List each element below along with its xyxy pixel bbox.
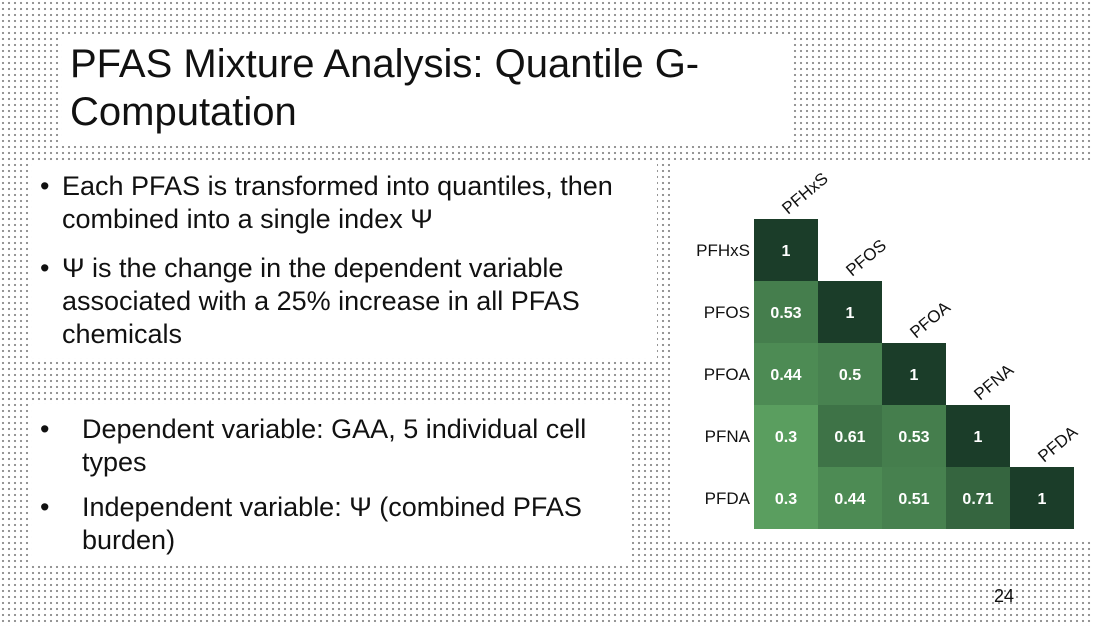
heatmap-column-label: PFHxS: [778, 169, 831, 218]
bullet-dot-icon: •: [40, 171, 50, 201]
heatmap-row-label: PFDA: [705, 489, 751, 508]
heatmap-column-label: PFOS: [842, 236, 890, 280]
bullet-item: • Ψ is the change in the dependent varia…: [40, 252, 650, 351]
heatmap-column-label: PFNA: [970, 360, 1017, 404]
heatmap-row-label: PFHxS: [696, 241, 750, 260]
bullet-item: • Each PFAS is transformed into quantile…: [40, 170, 640, 236]
heatmap-cell-label: 0.44: [770, 367, 801, 384]
heatmap-cell: [818, 467, 882, 529]
heatmap-cell-label: 0.71: [962, 491, 993, 508]
heatmap-cell: [1010, 467, 1074, 529]
heatmap-cell: [882, 405, 946, 467]
page-number: 24: [994, 586, 1015, 606]
heatmap-cell-label: 0.3: [775, 491, 797, 508]
heatmap-cell-label: 1: [782, 243, 791, 260]
heatmap-cell-label: 0.5: [839, 367, 861, 384]
sub-bullet-text: Independent variable: Ψ (combined PFAS b…: [82, 492, 582, 555]
heatmap-cell-label: 1: [974, 429, 983, 446]
heatmap-cell-label: 0.53: [770, 305, 801, 322]
heatmap-cell-label: 0.3: [775, 429, 797, 446]
heatmap-column-label: PFOA: [906, 297, 954, 342]
bullets-background: [32, 162, 657, 358]
heatmap-cell-label: 0.44: [834, 491, 865, 508]
bullet-dot-icon: •: [40, 492, 50, 522]
heatmap-cell: [754, 281, 818, 343]
heatmap-row-label: PFOS: [704, 303, 750, 322]
bullet-dot-icon: •: [40, 253, 50, 283]
bullet-dot-icon: •: [40, 414, 50, 444]
heatmap-cell: [946, 467, 1010, 529]
heatmap-cell-label: 1: [910, 367, 919, 384]
heatmap-cell: [882, 343, 946, 405]
heatmap-cell: [818, 343, 882, 405]
title-background: [62, 34, 792, 146]
heatmap-cell: [818, 405, 882, 467]
slide-title: PFAS Mixture Analysis: Quantile G-Comput…: [70, 42, 700, 134]
bullet-text: Each PFAS is transformed into quantiles,…: [62, 171, 613, 234]
heatmap-cell-label: 1: [1038, 491, 1047, 508]
heatmap-column-label: PFDA: [1034, 422, 1081, 466]
heatmap-cell: [754, 467, 818, 529]
sub-bullets-background: [32, 404, 632, 564]
heatmap-cell: [882, 467, 946, 529]
sub-bullet-text: Dependent variable: GAA, 5 individual ce…: [82, 414, 587, 477]
sub-bullet-item: • Dependent variable: GAA, 5 individual …: [40, 413, 640, 479]
heatmap-cell: [754, 405, 818, 467]
heatmap-cell: [754, 219, 818, 281]
bullet-text: Ψ is the change in the dependent variabl…: [62, 253, 580, 349]
heatmap-row-label: PFNA: [705, 427, 751, 446]
sub-bullet-item: • Independent variable: Ψ (combined PFAS…: [40, 491, 600, 557]
heatmap-row-label: PFOA: [704, 365, 751, 384]
heatmap-cell: [754, 343, 818, 405]
heatmap-cell-label: 0.61: [834, 429, 865, 446]
heatmap-cell: [946, 405, 1010, 467]
heatmap-cell-label: 1: [846, 305, 855, 322]
heatmap-cell-label: 0.53: [898, 429, 929, 446]
heatmap-cell-label: 0.51: [898, 491, 929, 508]
heatmap-cell: [818, 281, 882, 343]
